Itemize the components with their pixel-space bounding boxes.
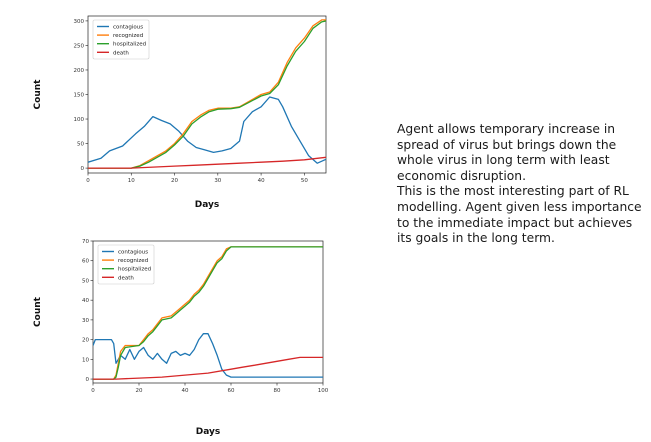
x-tick-label: 0 — [86, 178, 90, 184]
x-tick-label: 20 — [136, 388, 143, 394]
y-tick-label: 30 — [82, 318, 89, 324]
legend-box — [92, 19, 150, 60]
y-tick-label: 300 — [74, 19, 85, 25]
y-tick-label: 10 — [82, 357, 89, 363]
x-axis-label: Days — [195, 200, 220, 210]
series-line-death — [93, 356, 323, 380]
y-tick-label: 40 — [82, 298, 89, 304]
legend-label-recognized: recognized — [118, 258, 148, 264]
x-tick-label: 0 — [91, 388, 95, 394]
chart-2: 0 20 40 60 80 100 0 10 20 30 40 50 60 70 contagious rec… — [33, 239, 329, 437]
series-line-hospitalized — [93, 246, 323, 380]
y-tick-label: 100 — [74, 117, 85, 123]
series-group — [93, 246, 323, 380]
legend-label-contagious: contagious — [113, 25, 143, 31]
series-line-hospitalized — [88, 20, 326, 169]
legend-label-death: death — [113, 50, 129, 56]
y-tick-label: 250 — [74, 43, 85, 49]
x-tick-label: 100 — [318, 388, 329, 394]
chart-1: 0 10 20 30 40 50 0 50 100 150 200 250 300 contagious r… — [33, 15, 327, 210]
description-paragraph-2: This is the most interesting part of RL … — [397, 184, 642, 246]
x-tick-label: 10 — [128, 178, 135, 184]
legend-label-death: death — [118, 275, 134, 281]
y-tick-label: 200 — [74, 68, 85, 74]
y-tick-label: 20 — [82, 338, 89, 344]
x-tick-label: 60 — [228, 388, 235, 394]
legend-label-hospitalized: hospitalized — [118, 267, 151, 273]
x-tick-label: 50 — [301, 178, 308, 184]
y-tick-label: 50 — [77, 142, 84, 148]
description-paragraph-1: Agent allows temporary increase in sprea… — [397, 122, 617, 183]
y-axis-label: Count — [33, 79, 43, 110]
legend-label-recognized: recognized — [113, 33, 143, 39]
y-tick-label: 0 — [81, 166, 85, 172]
series-line-death — [88, 156, 326, 169]
charts-column: 0 10 20 30 40 50 0 50 100 150 200 250 300 contagious r… — [33, 15, 329, 437]
y-axis-label: Count — [33, 296, 43, 327]
description-text: Agent allows temporary increase in sprea… — [397, 122, 643, 247]
y-tick-label: 150 — [74, 93, 85, 99]
y-tick-label: 60 — [82, 259, 89, 265]
y-tick-label: 50 — [82, 278, 89, 284]
x-tick-label: 20 — [171, 178, 178, 184]
y-tick-label: 0 — [86, 377, 90, 383]
series-line-contagious — [88, 96, 326, 164]
x-axis-label: Days — [196, 427, 221, 437]
legend-label-contagious: contagious — [118, 250, 148, 256]
x-tick-label: 80 — [274, 388, 281, 394]
y-tick-label: 70 — [82, 239, 89, 245]
series-line-contagious — [93, 333, 323, 378]
x-tick-label: 40 — [182, 388, 189, 394]
legend-box — [97, 244, 155, 285]
series-line-recognized — [93, 246, 323, 380]
x-tick-label: 40 — [258, 178, 265, 184]
x-tick-label: 30 — [214, 178, 221, 184]
legend-label-hospitalized: hospitalized — [113, 42, 146, 48]
series-group — [88, 19, 326, 169]
series-line-recognized — [88, 19, 326, 169]
